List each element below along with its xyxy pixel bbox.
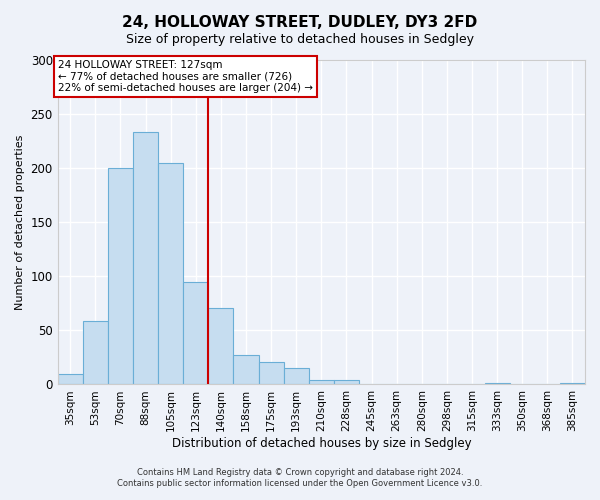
Bar bbox=[108, 168, 133, 384]
Text: Contains HM Land Registry data © Crown copyright and database right 2024.
Contai: Contains HM Land Registry data © Crown c… bbox=[118, 468, 482, 487]
Bar bbox=[259, 362, 284, 384]
Bar bbox=[83, 320, 108, 384]
Bar bbox=[158, 162, 183, 384]
Bar bbox=[208, 308, 233, 384]
Bar bbox=[133, 132, 158, 384]
Text: 24 HOLLOWAY STREET: 127sqm
← 77% of detached houses are smaller (726)
22% of sem: 24 HOLLOWAY STREET: 127sqm ← 77% of deta… bbox=[58, 60, 313, 93]
Bar bbox=[284, 368, 309, 384]
Bar bbox=[309, 380, 334, 384]
Bar bbox=[183, 282, 208, 385]
Bar bbox=[58, 374, 83, 384]
X-axis label: Distribution of detached houses by size in Sedgley: Distribution of detached houses by size … bbox=[172, 437, 471, 450]
Bar bbox=[334, 380, 359, 384]
Text: Size of property relative to detached houses in Sedgley: Size of property relative to detached ho… bbox=[126, 32, 474, 46]
Y-axis label: Number of detached properties: Number of detached properties bbox=[15, 134, 25, 310]
Bar bbox=[233, 356, 259, 384]
Text: 24, HOLLOWAY STREET, DUDLEY, DY3 2FD: 24, HOLLOWAY STREET, DUDLEY, DY3 2FD bbox=[122, 15, 478, 30]
